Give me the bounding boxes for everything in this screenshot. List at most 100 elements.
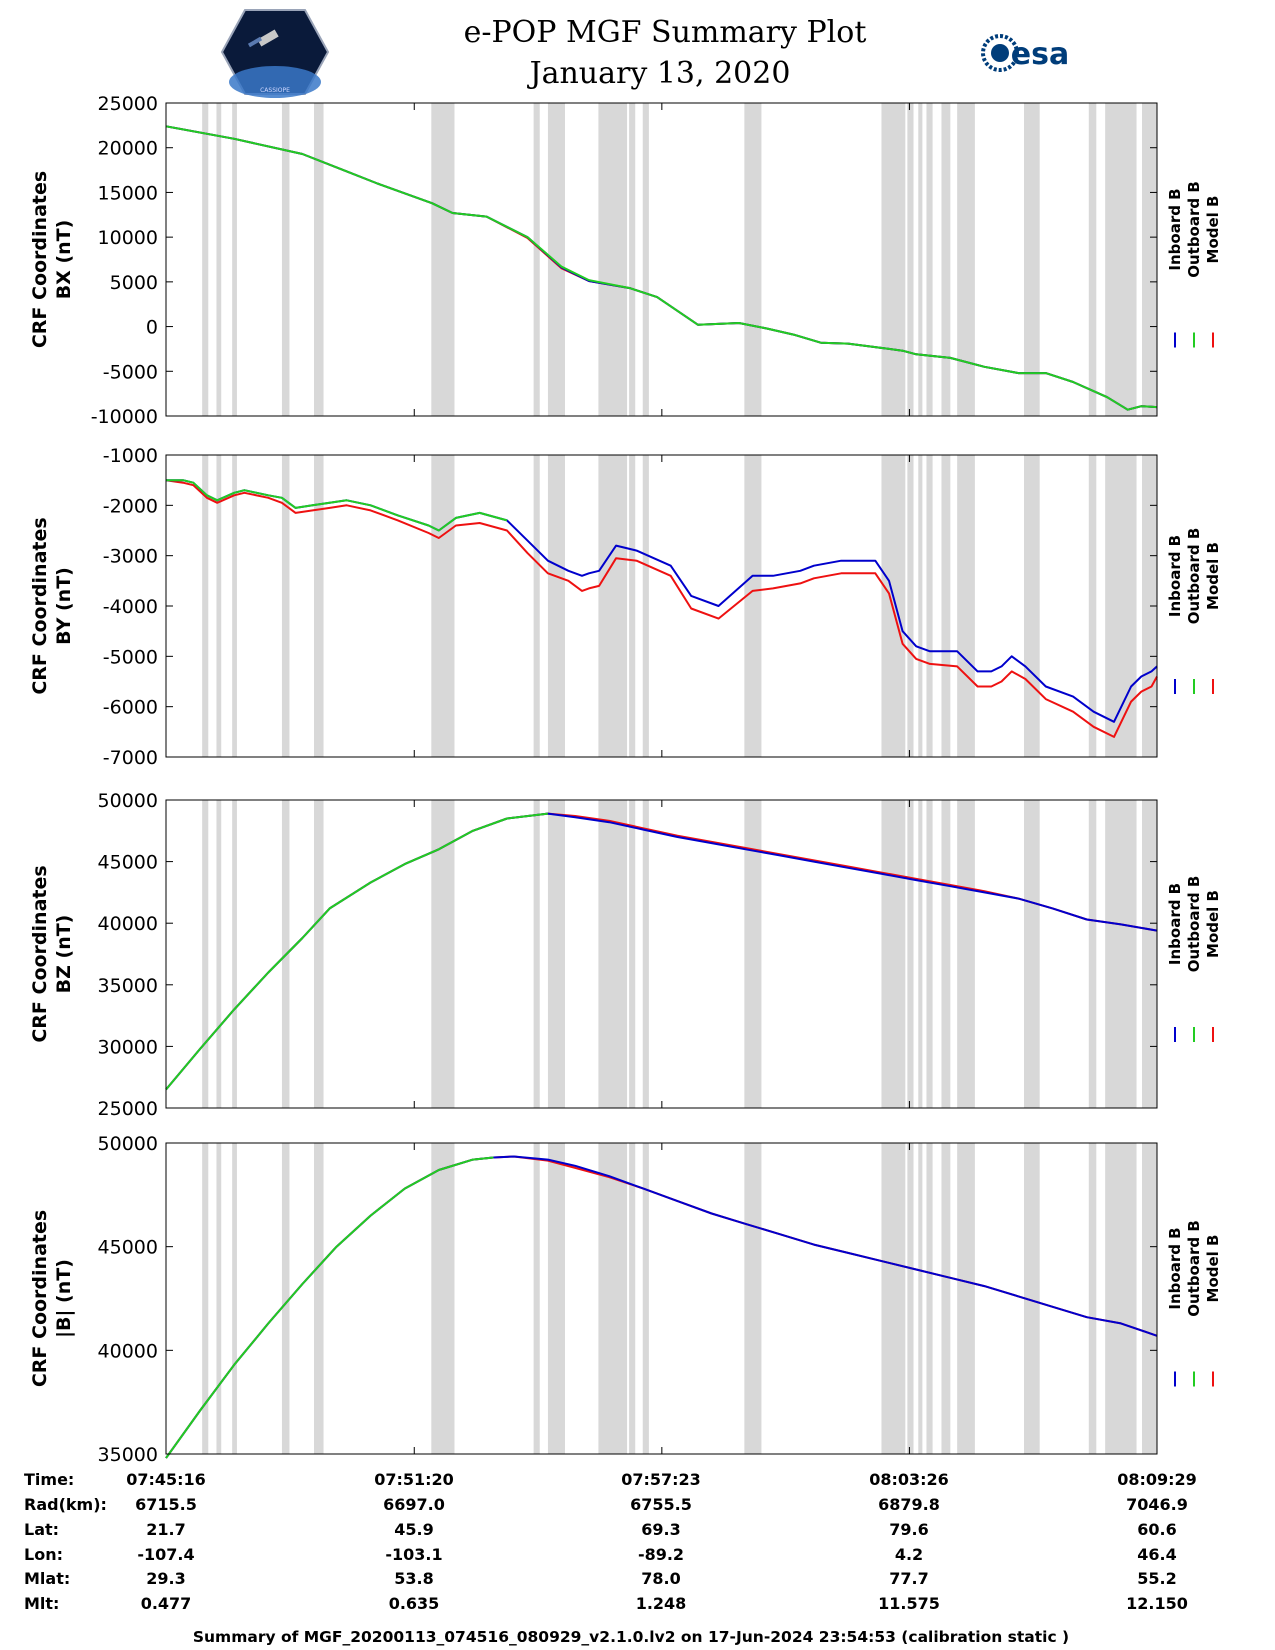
legend-label: Model B xyxy=(1204,890,1222,958)
data-gap-band xyxy=(1024,1143,1040,1454)
ephemeris-rad-value: 6697.0 xyxy=(383,1495,445,1514)
y-tick-label: 10000 xyxy=(98,227,158,249)
plot-date: January 13, 2020 xyxy=(527,56,791,91)
data-gap-band xyxy=(642,800,649,1108)
ephemeris-mlat-value: 29.3 xyxy=(146,1569,185,1588)
footer-summary: Summary of MGF_20200113_074516_080929_v2… xyxy=(193,1628,1069,1646)
data-gap-band xyxy=(642,103,649,416)
y-tick-label: 30000 xyxy=(98,1036,158,1058)
legend-label: Inboard B xyxy=(1166,883,1184,965)
y-axis-label-bz: CRF Coordinates BZ (nT) xyxy=(29,865,75,1042)
ephemeris-lat-value: 69.3 xyxy=(641,1520,680,1539)
ephemeris-mlat-value: 53.8 xyxy=(394,1569,433,1588)
data-gap-band xyxy=(547,800,565,1108)
y-tick-label: 5000 xyxy=(110,272,158,294)
data-gap-band xyxy=(232,800,237,1108)
data-gap-band xyxy=(941,103,951,416)
legend-label: Inboard B xyxy=(1166,188,1184,270)
y-tick-label: -7000 xyxy=(103,747,158,769)
ephemeris-lat-value: 79.6 xyxy=(889,1520,928,1539)
data-gap-band xyxy=(232,455,237,757)
data-gap-band xyxy=(547,103,565,416)
data-gap-band xyxy=(941,1143,951,1454)
data-gap-band xyxy=(202,103,209,416)
y-axis-label-bx: CRF Coordinates BX (nT) xyxy=(29,171,75,348)
y-tick-label: 15000 xyxy=(98,182,158,204)
legend-label: Outboard B xyxy=(1185,181,1203,278)
outboard-b-line-by xyxy=(166,479,508,532)
data-gap-band xyxy=(926,103,933,416)
y-tick-label: 25000 xyxy=(98,93,158,115)
data-gap-band xyxy=(216,1143,222,1454)
panel-bt: 50000 45000 40000 35000 CRF Coordinates |B| (… xyxy=(29,1133,1222,1466)
data-gap-band xyxy=(533,103,540,416)
y-tick-label: -4000 xyxy=(103,596,158,618)
data-gap-band xyxy=(1105,800,1137,1108)
data-gap-band xyxy=(281,455,290,757)
legend-label: Inboard B xyxy=(1166,535,1184,617)
y-tick-label: 45000 xyxy=(98,1237,158,1259)
data-gap-band xyxy=(533,1143,540,1454)
data-gap-band xyxy=(1088,1143,1097,1454)
data-gap-band xyxy=(598,1143,628,1454)
data-gap-band xyxy=(1088,800,1097,1108)
data-gap-band xyxy=(598,455,628,757)
data-gap-band xyxy=(216,455,222,757)
data-gap-band xyxy=(907,1143,914,1454)
cassiope-badge-text: CASSIOPE xyxy=(260,87,290,94)
data-gap-band xyxy=(431,103,455,416)
y-tick-label: 25000 xyxy=(98,1098,158,1120)
ephemeris-rad-value: 6715.5 xyxy=(135,1495,197,1514)
ephemeris-lon-value: -103.1 xyxy=(385,1545,442,1564)
ephemeris-time-value: 08:03:26 xyxy=(869,1470,949,1489)
data-gap-band xyxy=(881,103,906,416)
data-gap-band xyxy=(281,1143,290,1454)
y-tick-label: 35000 xyxy=(98,975,158,997)
outboard-b-line-bx xyxy=(165,125,1158,411)
data-gap-band xyxy=(431,800,455,1108)
data-gap-band xyxy=(744,455,762,757)
y-tick-label: -3000 xyxy=(103,546,158,568)
ephemeris-mlt-value: 0.635 xyxy=(389,1594,440,1613)
data-gap-band xyxy=(1105,103,1137,416)
data-gap-band xyxy=(598,800,628,1108)
data-gap-band xyxy=(642,455,649,757)
data-gap-band xyxy=(957,800,975,1108)
y-tick-label: 40000 xyxy=(98,913,158,935)
legend-label: Outboard B xyxy=(1185,528,1203,625)
data-gap-band xyxy=(881,800,906,1108)
data-gap-band xyxy=(629,1143,636,1454)
ephemeris-lon-value: -107.4 xyxy=(137,1545,194,1564)
data-gap-band xyxy=(1105,1143,1137,1454)
ephemeris-row-label: Lon: xyxy=(24,1545,63,1564)
y-tick-label: 50000 xyxy=(98,790,158,812)
legend-label: Model B xyxy=(1204,196,1222,264)
cassiope-logo: CASSIOPE xyxy=(220,9,330,98)
data-gap-band xyxy=(744,103,762,416)
outboard-b-line-bz xyxy=(165,812,549,1091)
data-gap-band xyxy=(598,103,628,416)
ephemeris-rad-value: 7046.9 xyxy=(1126,1495,1188,1514)
ephemeris-mlt-value: 1.248 xyxy=(636,1594,687,1613)
data-gap-band xyxy=(202,800,209,1108)
data-gap-band xyxy=(533,455,540,757)
legend-label: Inboard B xyxy=(1166,1227,1184,1309)
data-gap-band xyxy=(907,800,914,1108)
y-tick-label: 35000 xyxy=(98,1444,158,1466)
ephemeris-mlat-value: 55.2 xyxy=(1137,1569,1176,1588)
data-gap-band xyxy=(232,103,237,416)
data-gap-band xyxy=(314,1143,324,1454)
data-gap-band xyxy=(202,455,209,757)
data-gap-band xyxy=(431,1143,455,1454)
y-tick-label: -1000 xyxy=(103,445,158,467)
data-gap-band xyxy=(918,800,923,1108)
data-gap-band xyxy=(744,800,762,1108)
ephemeris-lon-value: 4.2 xyxy=(895,1545,923,1564)
ephemeris-time-value: 08:09:29 xyxy=(1117,1470,1197,1489)
y-axis-label-by: CRF Coordinates BY (nT) xyxy=(29,517,75,694)
data-gap-band xyxy=(1141,103,1157,416)
data-gap-band xyxy=(918,455,923,757)
data-gap-band xyxy=(202,1143,209,1454)
data-gap-band xyxy=(941,800,951,1108)
